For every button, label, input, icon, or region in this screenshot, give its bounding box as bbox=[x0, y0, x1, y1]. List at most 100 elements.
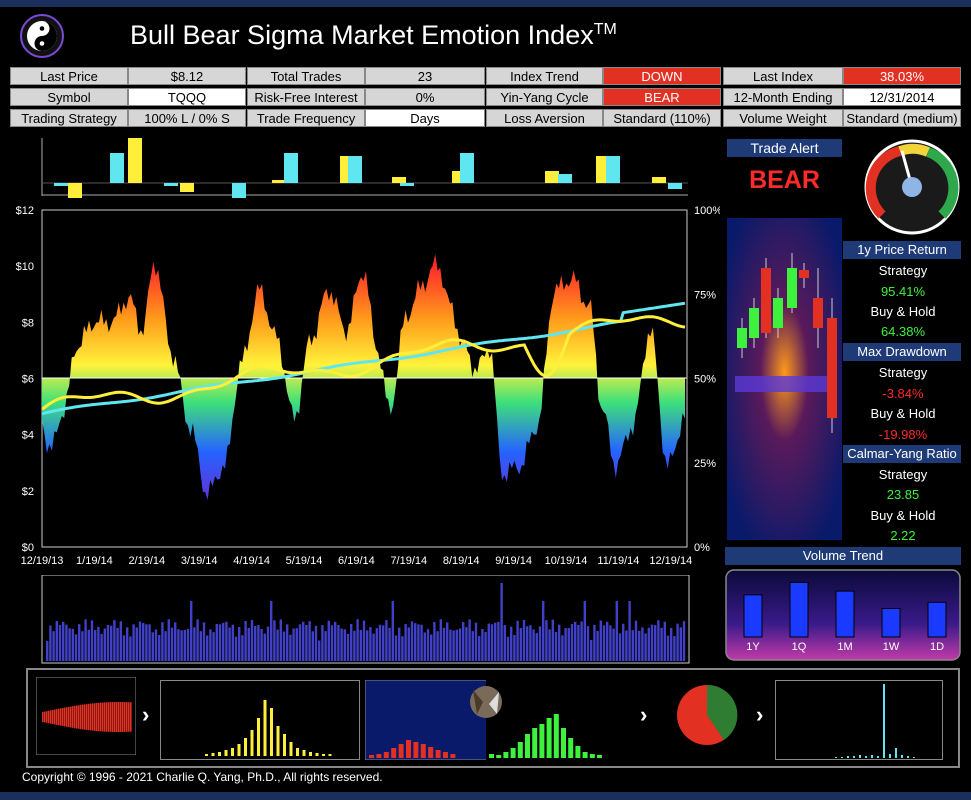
x-tick-label: 5/19/14 bbox=[286, 555, 323, 567]
volume-bar bbox=[471, 631, 474, 661]
volume-bar bbox=[244, 621, 247, 661]
volume-bar bbox=[167, 619, 170, 661]
noise-bar bbox=[78, 705, 80, 729]
histogram-bar bbox=[270, 708, 273, 756]
trade-alert-value: BEAR bbox=[749, 166, 820, 194]
volume-bar bbox=[574, 621, 577, 661]
volume-bar bbox=[650, 624, 654, 661]
volume-bar bbox=[532, 629, 535, 661]
x-tick-label: 8/19/14 bbox=[443, 555, 480, 567]
noise-bar bbox=[116, 702, 118, 732]
volume-bar bbox=[298, 624, 302, 661]
candle-body bbox=[787, 268, 797, 308]
frequency-select[interactable]: Days bbox=[365, 109, 485, 127]
candle-body bbox=[749, 308, 759, 338]
volume-bar bbox=[295, 628, 298, 661]
volume-bar bbox=[436, 631, 439, 661]
volume-bar bbox=[663, 621, 666, 661]
calmar-buyhold-value: 2.22 bbox=[890, 528, 916, 543]
candle-body bbox=[813, 298, 823, 328]
volume-bar bbox=[318, 640, 321, 661]
volume-bar bbox=[292, 628, 295, 661]
volume-weight-value: Standard (medium) bbox=[843, 109, 961, 127]
volume-bar bbox=[510, 626, 513, 661]
outcome-bar bbox=[865, 756, 867, 758]
bear-bull-pie-chart bbox=[677, 684, 738, 745]
volume-bar bbox=[503, 625, 506, 661]
bear-bar bbox=[420, 744, 426, 758]
x-tick-label: 6/19/14 bbox=[338, 555, 375, 567]
volume-bar bbox=[398, 627, 401, 661]
volume-bar bbox=[340, 628, 343, 661]
calmar-buyhold-label: Buy & Hold bbox=[870, 508, 936, 523]
last-index-label: Last Index bbox=[723, 67, 843, 85]
candle-body bbox=[761, 268, 771, 333]
volume-bar bbox=[497, 621, 500, 661]
noise-bar bbox=[70, 706, 72, 728]
histogram-bar bbox=[315, 753, 319, 756]
histogram-bar bbox=[263, 700, 267, 756]
volume-bar bbox=[426, 629, 430, 661]
volume-bar bbox=[618, 633, 622, 661]
left-tick-label: $0 bbox=[22, 542, 34, 554]
noise-bar bbox=[102, 702, 104, 732]
trade-bar bbox=[400, 183, 414, 186]
drawdown-strategy-value: -3.84% bbox=[882, 386, 924, 401]
volume-bar bbox=[353, 630, 356, 661]
histogram-bar bbox=[322, 754, 325, 756]
bull-bar bbox=[496, 755, 502, 758]
candles bbox=[737, 253, 837, 433]
volume-trend-header: Volume Trend bbox=[725, 547, 961, 565]
ending-date-input[interactable]: 12/31/2014 bbox=[843, 88, 961, 106]
symbol-input[interactable]: TQQQ bbox=[128, 88, 246, 106]
volume-bar bbox=[129, 636, 132, 661]
x-tick-label: 11/19/14 bbox=[597, 555, 639, 567]
index-trend-label: Index Trend bbox=[486, 67, 603, 85]
bull-bear-fight-icon bbox=[470, 686, 502, 718]
info-table: Last Price $8.12 Total Trades 23 Index T… bbox=[10, 67, 961, 127]
volume-bar bbox=[644, 633, 647, 661]
volume-bar bbox=[462, 622, 465, 661]
volume-bar bbox=[215, 623, 218, 661]
volume-bar bbox=[417, 624, 420, 661]
trade-bar bbox=[232, 183, 246, 198]
noise-bar bbox=[114, 702, 116, 732]
volume-bar bbox=[228, 627, 231, 661]
histogram-bar bbox=[257, 718, 260, 756]
bear-bar bbox=[428, 747, 434, 758]
volume-bar bbox=[404, 624, 407, 661]
volume-trend-label: 1M bbox=[837, 641, 852, 653]
outcome-histogram-cyan bbox=[775, 680, 943, 760]
volume-bar bbox=[234, 636, 238, 661]
volume-bar bbox=[308, 621, 311, 661]
volume-bar bbox=[183, 630, 186, 661]
volume-bar bbox=[474, 622, 478, 661]
volume-bar bbox=[599, 620, 602, 661]
outcome-bar bbox=[835, 757, 837, 758]
drawdown-buyhold-value: -19.98% bbox=[878, 427, 928, 442]
right-tick-label: 0% bbox=[694, 542, 710, 554]
bear-bar bbox=[435, 750, 441, 758]
volume-bar bbox=[87, 629, 90, 661]
volume-trend-bar bbox=[789, 581, 809, 638]
volume-bar bbox=[206, 635, 209, 661]
trade-bar bbox=[668, 183, 682, 189]
volume-bar bbox=[343, 629, 346, 661]
yin-yang-value: BEAR bbox=[603, 88, 721, 106]
noise-bar bbox=[124, 702, 126, 732]
bottom-strip bbox=[26, 668, 960, 768]
volume-bar bbox=[526, 626, 529, 661]
calmar-header: Calmar-Yang Ratio bbox=[843, 445, 961, 463]
volume-trend-chart: 1Y 1Q 1M 1W 1D bbox=[725, 569, 961, 661]
volume-bar bbox=[455, 629, 458, 661]
symbol-label: Symbol bbox=[10, 88, 128, 106]
volume-bar bbox=[446, 622, 449, 661]
volume-bar bbox=[282, 631, 286, 661]
returns-histogram-yellow bbox=[160, 680, 360, 760]
volume-bar bbox=[615, 601, 618, 661]
volume-bar bbox=[478, 635, 481, 661]
volume-bar bbox=[388, 627, 391, 661]
volume-bar bbox=[378, 624, 382, 661]
volume-bar bbox=[666, 635, 670, 661]
bull-bar bbox=[539, 724, 545, 758]
